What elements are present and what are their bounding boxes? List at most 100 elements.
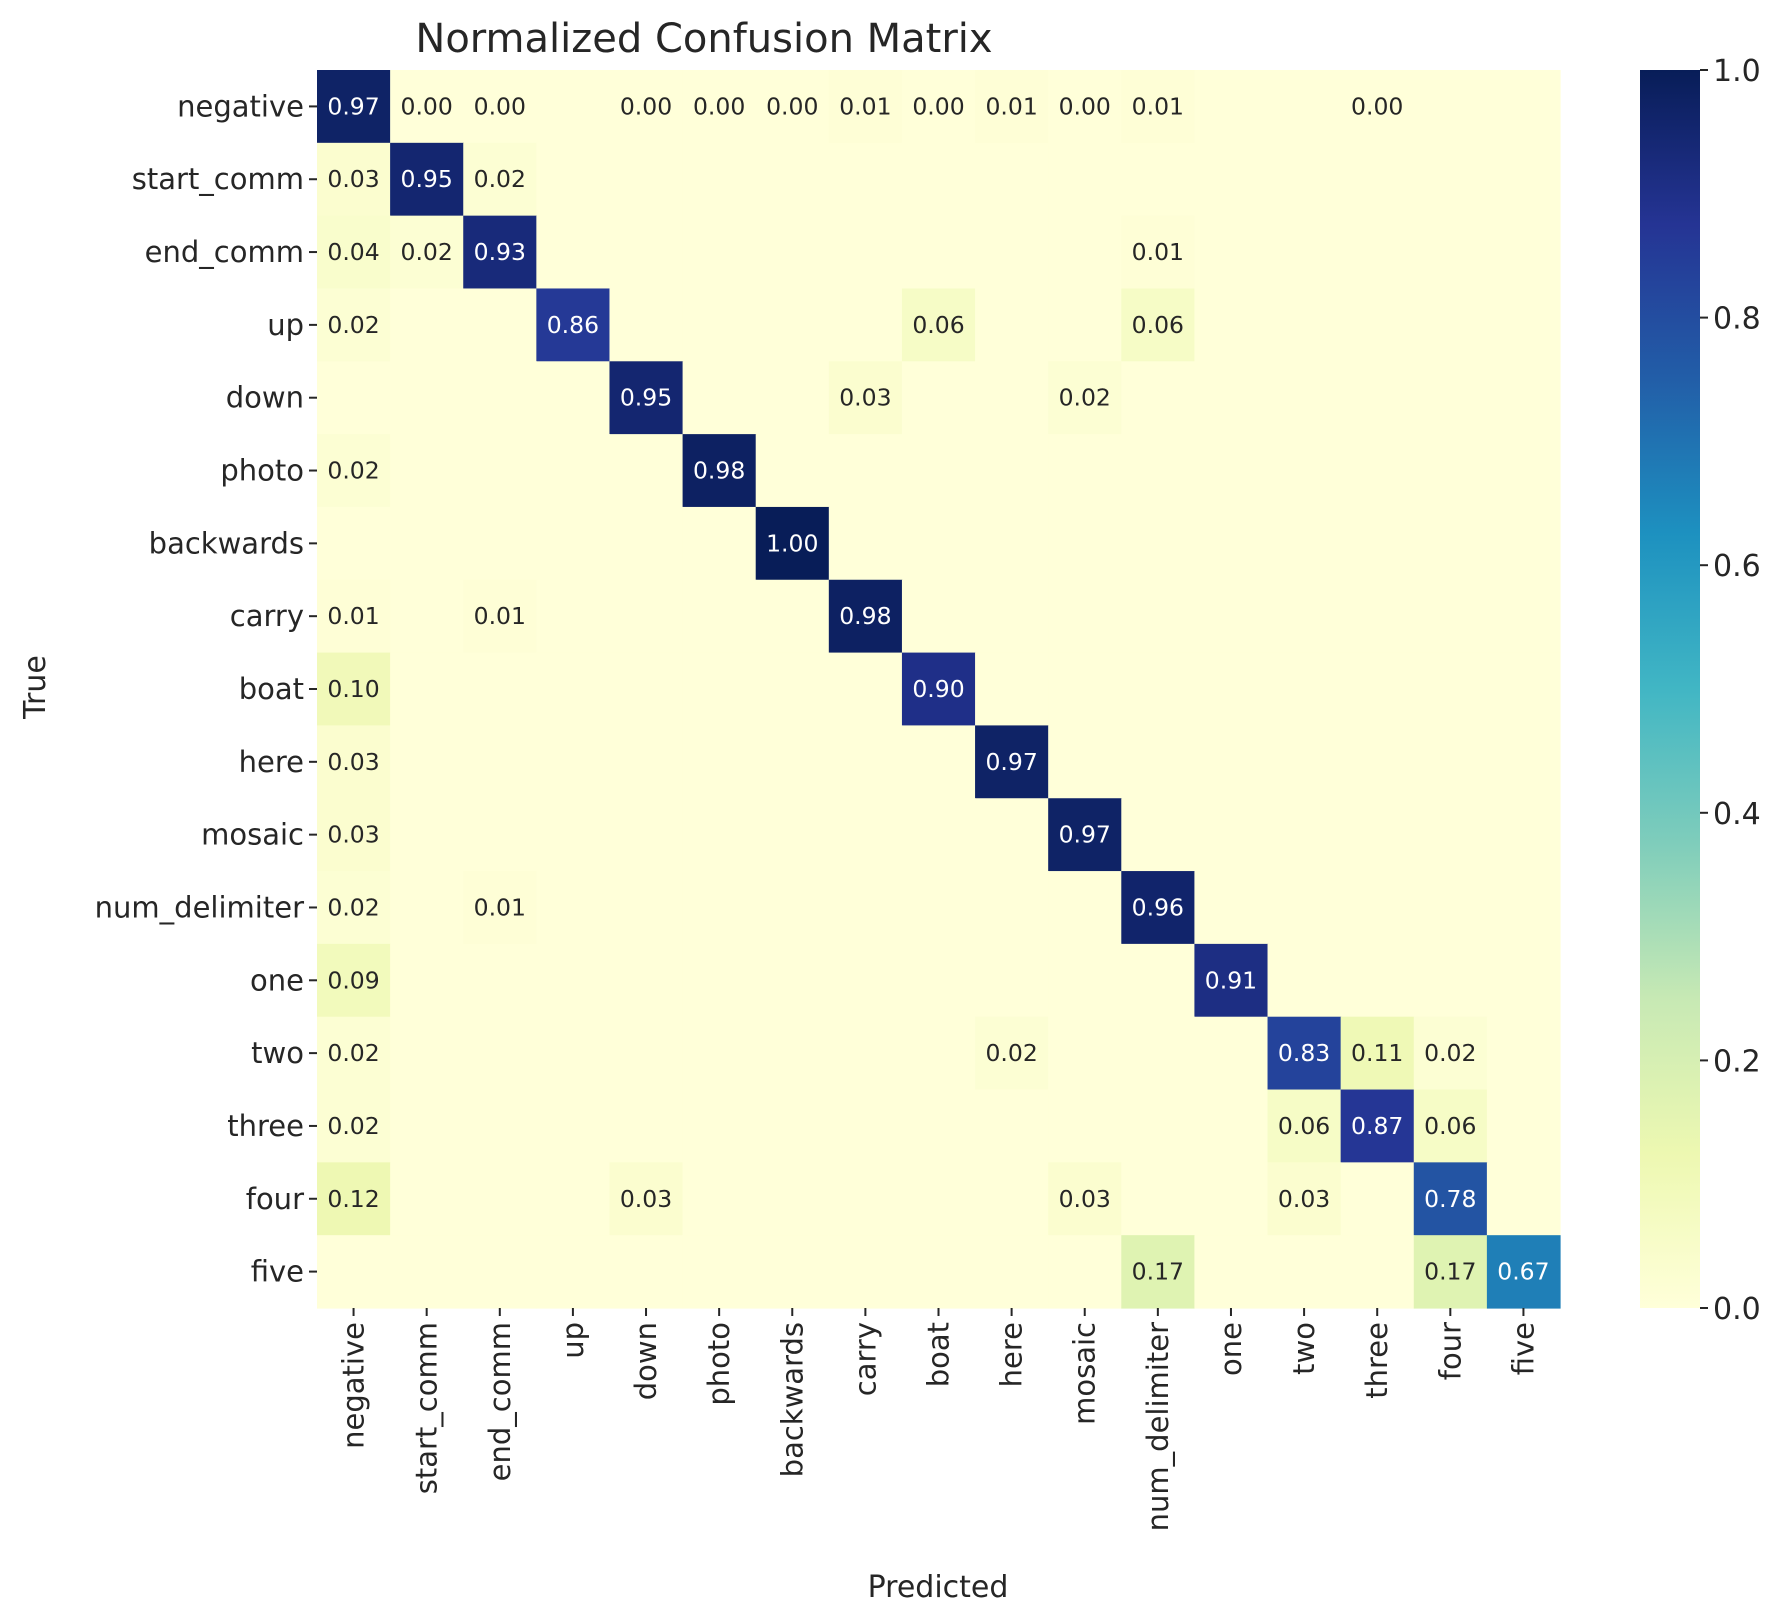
cell-value-label: 0.01 — [839, 92, 891, 120]
heatmap-cell — [828, 1016, 903, 1091]
heatmap-cell — [609, 506, 684, 581]
heatmap-cell — [1340, 871, 1415, 945]
heatmap-cell — [1194, 1016, 1269, 1091]
heatmap-cell — [975, 142, 1049, 217]
heatmap-cell — [1048, 506, 1122, 581]
heatmap-cell — [1048, 1089, 1122, 1163]
heatmap-cell — [1340, 1089, 1415, 1163]
heatmap-cell — [536, 70, 611, 144]
heatmap-cell — [1048, 943, 1122, 1018]
cell-value-label: 0.02 — [474, 165, 526, 193]
heatmap-cell — [1194, 725, 1269, 799]
heatmap-cell — [390, 1235, 464, 1309]
cell-value-label: 1.00 — [766, 529, 818, 557]
heatmap-cell — [317, 361, 391, 435]
heatmap-cell — [1340, 579, 1415, 654]
heatmap-cell — [1194, 142, 1269, 217]
heatmap-cell — [1267, 652, 1342, 727]
heatmap-cell — [1194, 1089, 1269, 1163]
colorbar-tick-label: 1.0 — [1713, 54, 1761, 89]
heatmap-cell — [1486, 1089, 1561, 1163]
cell-value-label: 0.03 — [1278, 1185, 1330, 1213]
cell-value-label: 0.01 — [1132, 92, 1184, 120]
cell-value-label: 0.00 — [401, 92, 453, 120]
heatmap-cell — [317, 725, 391, 799]
heatmap-cell — [901, 361, 976, 435]
heatmap-cell — [536, 1162, 611, 1236]
heatmap-cell — [975, 725, 1049, 799]
cell-value-label: 0.86 — [547, 311, 599, 339]
heatmap-cell — [317, 434, 391, 508]
heatmap-cell — [755, 1016, 830, 1091]
y-tick-label: num_delimiter — [95, 890, 304, 924]
heatmap-cell — [536, 798, 611, 872]
heatmap-cell — [1413, 1235, 1488, 1309]
heatmap-cell — [682, 725, 757, 799]
colorbar-tick-label: 0.8 — [1713, 302, 1761, 337]
heatmap-cell — [828, 288, 903, 362]
heatmap-cell — [682, 652, 757, 727]
heatmap-cell — [1194, 1162, 1269, 1236]
heatmap-cell — [1121, 288, 1196, 362]
colorbar-tick-label: 0.6 — [1713, 549, 1761, 584]
y-tick-label: boat — [239, 672, 304, 706]
heatmap-cell — [536, 288, 611, 362]
heatmap-cell — [1486, 871, 1561, 945]
cell-value-label: 0.01 — [327, 602, 379, 630]
heatmap-cell — [1413, 871, 1488, 945]
y-tick-label: photo — [220, 454, 304, 488]
heatmap-cell — [755, 871, 830, 945]
heatmap-cell — [1486, 288, 1561, 362]
y-tick-label: carry — [230, 599, 304, 633]
heatmap-cell — [1340, 361, 1415, 435]
heatmap-cell — [317, 215, 391, 290]
heatmap-cell — [1413, 1016, 1488, 1091]
cell-value-label: 0.01 — [474, 602, 526, 630]
cell-value-label: 0.02 — [401, 238, 453, 266]
heatmap-cell — [1121, 871, 1196, 945]
heatmap-cell — [975, 434, 1049, 508]
heatmap-cell — [609, 725, 684, 799]
heatmap-cell — [609, 288, 684, 362]
heatmap-cell — [1048, 434, 1122, 508]
heatmap-cell — [1048, 652, 1122, 727]
heatmap-cell — [1194, 215, 1269, 290]
cell-value-label: 0.01 — [985, 92, 1037, 120]
heatmap-cell — [1194, 579, 1269, 654]
heatmap-cell — [1194, 871, 1269, 945]
cell-value-label: 0.87 — [1351, 1112, 1403, 1140]
heatmap-cell — [1048, 871, 1122, 945]
heatmap-cell — [1486, 943, 1561, 1018]
cell-value-label: 0.95 — [620, 384, 672, 412]
heatmap-cell — [317, 142, 391, 217]
heatmap-cell — [536, 215, 611, 290]
cell-value-label: 0.00 — [912, 92, 964, 120]
heatmap-cell — [1194, 506, 1269, 581]
heatmap-cell — [1267, 1235, 1342, 1309]
x-tick-label: photo — [702, 1322, 736, 1406]
heatmap-cell — [317, 1235, 391, 1309]
heatmap-cell — [463, 1162, 537, 1236]
heatmap-cell — [682, 506, 757, 581]
heatmap-cell — [828, 434, 903, 508]
y-axis-label: True — [18, 655, 53, 720]
heatmap-cell — [1267, 798, 1342, 872]
cell-value-label: 0.97 — [327, 92, 379, 120]
heatmap-cell — [390, 215, 464, 290]
heatmap-cell — [536, 652, 611, 727]
heatmap-cell — [317, 798, 391, 872]
y-tick-label: one — [250, 963, 304, 997]
heatmap-cell — [1486, 1162, 1561, 1236]
heatmap-cell — [536, 434, 611, 508]
heatmap-cell — [463, 1016, 537, 1091]
heatmap-cell — [975, 70, 1049, 144]
cell-value-label: 0.06 — [1424, 1112, 1476, 1140]
cell-value-label: 0.03 — [327, 165, 379, 193]
heatmap-cell — [1486, 725, 1561, 799]
cell-value-label: 0.00 — [620, 92, 672, 120]
heatmap-cell — [682, 1016, 757, 1091]
x-tick-label: here — [995, 1322, 1029, 1387]
cell-value-label: 0.06 — [1132, 311, 1184, 339]
heatmap-cell — [901, 1089, 976, 1163]
heatmap-cell — [1267, 1016, 1342, 1091]
